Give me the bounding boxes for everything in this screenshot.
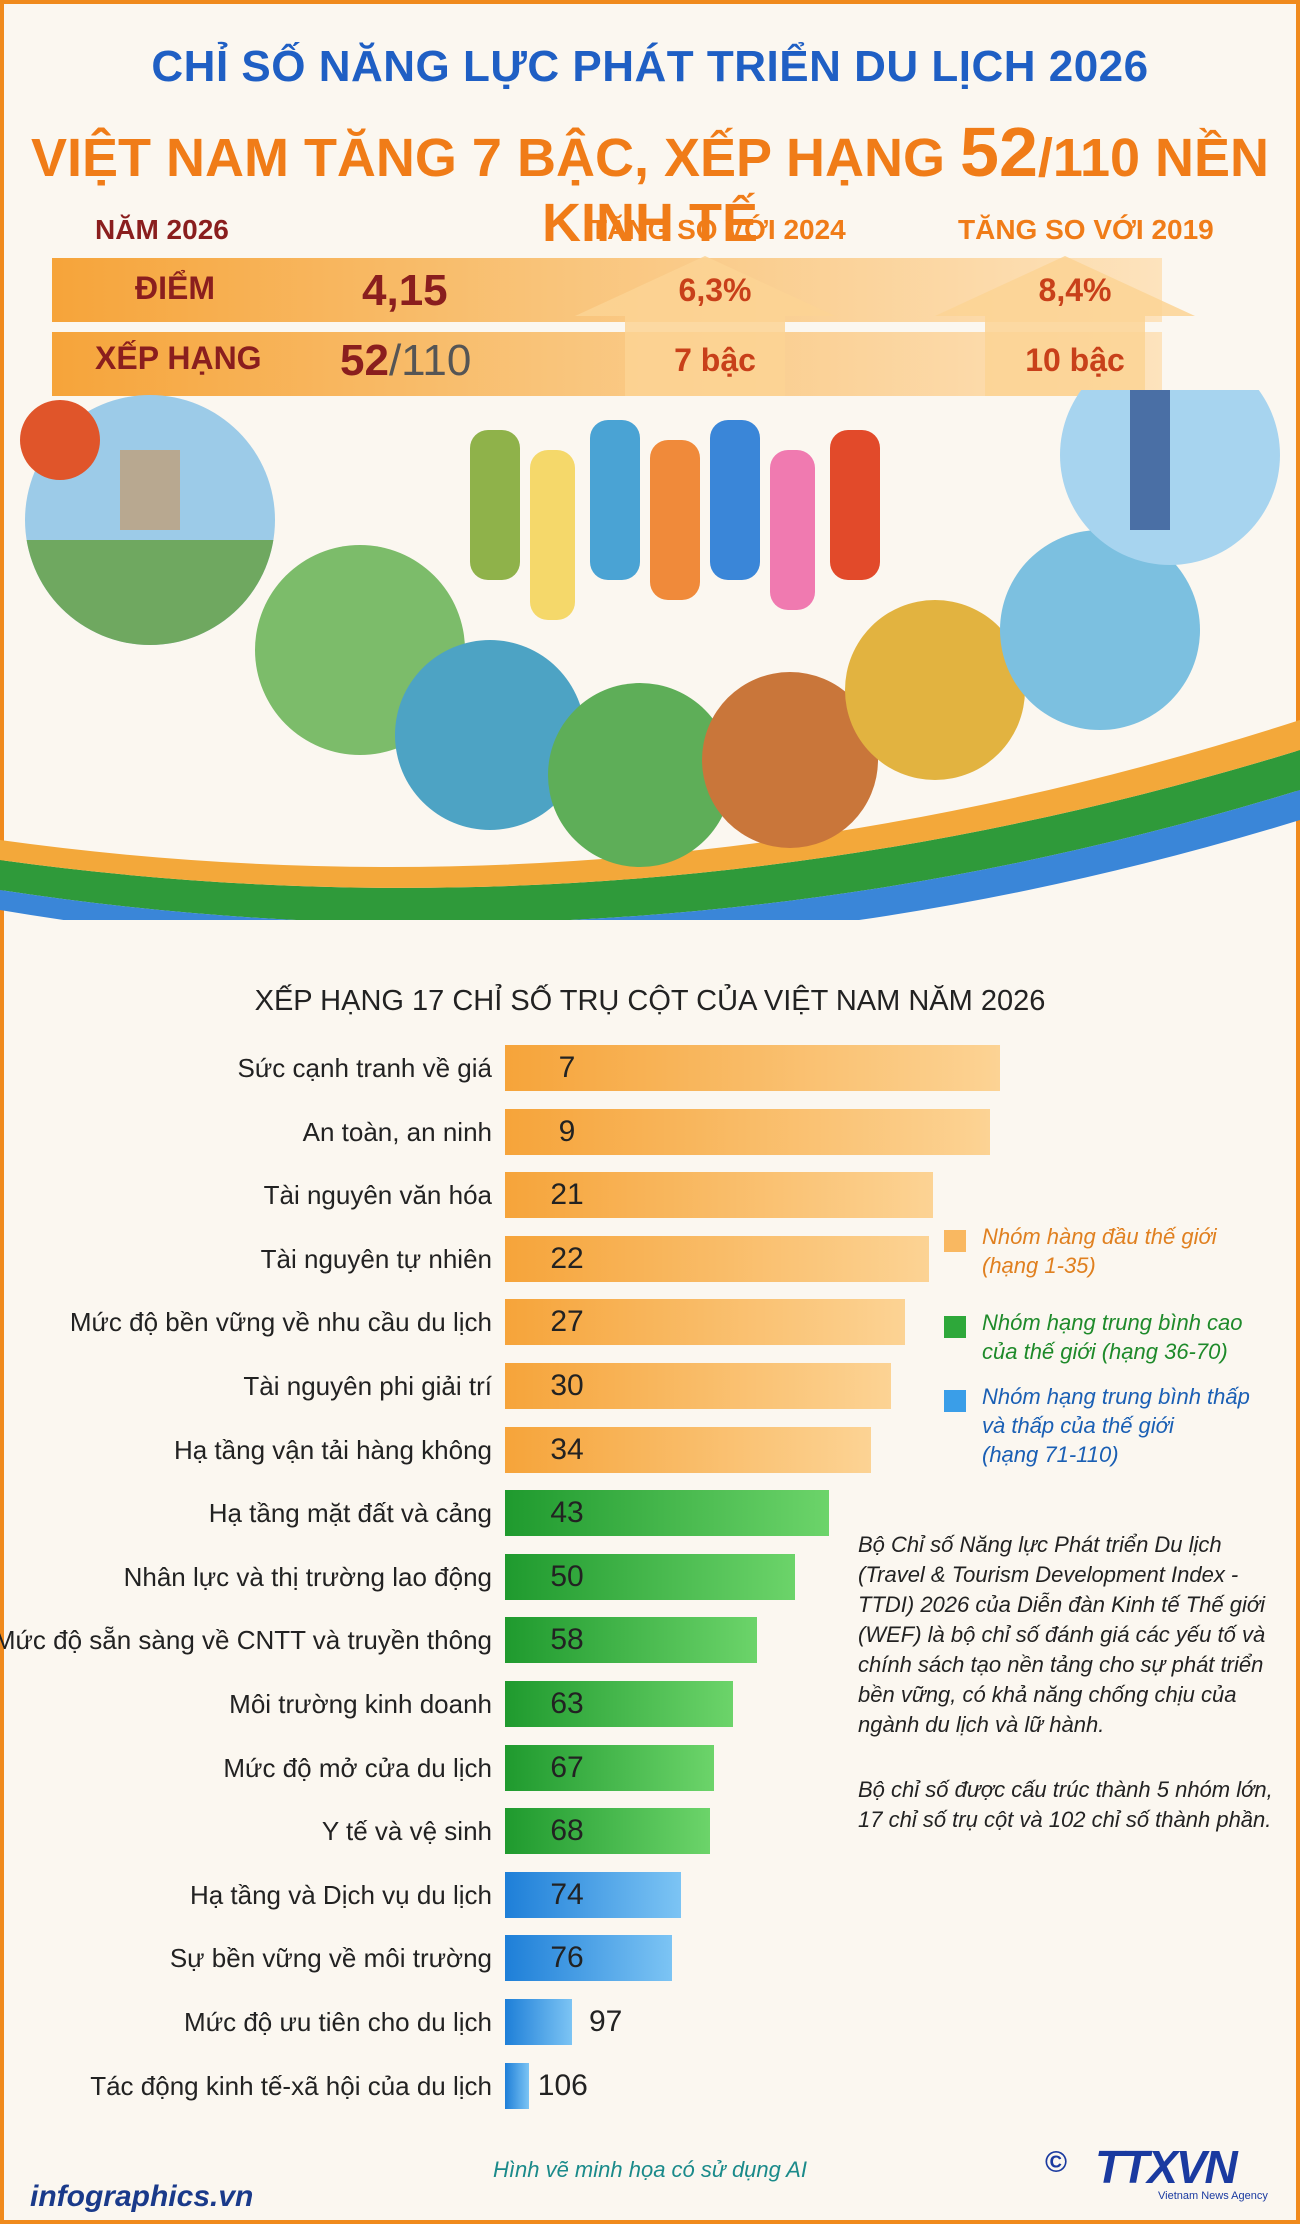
tdi-description: Bộ Chỉ số Năng lực Phát triển Du lịch (T…: [858, 1532, 1266, 1737]
pillar-value-label: 76: [550, 1941, 584, 1975]
pillar-value-label: 27: [550, 1305, 584, 1339]
legend-top-group: Nhóm hàng đầu thế giới (hạng 1-35): [982, 1224, 1217, 1278]
rank-label: XẾP HẠNG: [95, 340, 262, 376]
pillar-bar: [505, 1490, 829, 1537]
pillar-bar: [505, 1299, 905, 1346]
copyright-icon: ©: [1045, 2146, 1068, 2179]
year-header: NĂM 2026: [95, 214, 229, 245]
pillar-bar: [505, 1108, 991, 1155]
pillar-value-label: 97: [588, 2005, 623, 2038]
pillar-value-label: 63: [550, 1687, 584, 1720]
pillar-label: An toàn, an ninh: [302, 1116, 492, 1147]
page-title: CHỈ SỐ NĂNG LỰC PHÁT TRIỂN DU LỊCH 2026: [151, 42, 1149, 91]
arrow-2024: [575, 256, 835, 396]
rank-band: [52, 332, 1162, 396]
pillar-value-label: 34: [550, 1432, 584, 1466]
pillar-label: Tác động kinh tế-xã hội của du lịch: [90, 2070, 492, 2101]
pillar-bar: [505, 1235, 929, 1282]
pillar-value-label: 30: [550, 1369, 584, 1402]
page-subtitle: VIỆT NAM TĂNG 7 BẬC, XẾP HẠNG 52/110 NỀN…: [30, 113, 1270, 253]
legend-low-group: Nhóm hạng trung bình thấp và thấp của thế…: [982, 1384, 1250, 1467]
hue-vignette: [702, 672, 878, 848]
pillar-value-label: 67: [550, 1750, 584, 1784]
pillar-value-label: 7: [558, 1051, 576, 1084]
hoian-vignette: [845, 600, 1025, 780]
legend-swatch-top: [944, 1230, 966, 1252]
pillar-bar: [505, 1617, 758, 1664]
pillar-bar: [505, 1426, 872, 1473]
pillar-label: Y tế và vệ sinh: [321, 1816, 492, 1847]
tdi-structure: Bộ chỉ số được cấu trúc thành 5 nhóm lớn…: [858, 1777, 1273, 1832]
pillar-label: Mức độ bền vững về nhu cầu du lịch: [69, 1307, 492, 1338]
rank-change-2019: 10 bậc: [1025, 342, 1125, 378]
pillar-label: Tài nguyên phi giải trí: [243, 1371, 492, 1401]
score-change-2024: 6,3%: [678, 272, 752, 308]
pillar-value-label: 74: [550, 1877, 584, 1911]
pillar-bar: [505, 1999, 572, 2045]
vs-2024-header: TĂNG SO VỚI 2024: [590, 214, 846, 245]
tourists-group: [470, 420, 880, 620]
pillar-value-label: 43: [550, 1496, 584, 1530]
score-change-2019: 8,4%: [1038, 272, 1112, 308]
pillar-bar: [505, 1871, 682, 1918]
legend-mid-group: Nhóm hạng trung bình cao của thế giới (hạ…: [982, 1310, 1243, 1364]
danang-vignette: [1000, 530, 1200, 730]
pillar-label: Mức độ mở cửa du lịch: [223, 1752, 492, 1783]
pillar-bar: [505, 1172, 934, 1219]
rank-value: 52/110: [340, 336, 472, 385]
pillar-bar: [505, 1935, 672, 1982]
chart-title: XẾP HẠNG 17 CHỈ SỐ TRỤ CỘT CỦA VIỆT NAM …: [254, 985, 1046, 1017]
pillar-value-label: 68: [550, 1814, 584, 1848]
site-link[interactable]: infographics.vn: [30, 2180, 254, 2213]
pillar-value-label: 21: [550, 1178, 584, 1212]
pillar-label: Tài nguyên tự nhiên: [260, 1243, 492, 1274]
agency-name: Vietnam News Agency: [1158, 2190, 1268, 2202]
pillar-label: Hạ tầng mặt đất và cảng: [208, 1498, 492, 1529]
pillar-label: Môi trường kinh doanh: [229, 1689, 492, 1719]
legend-swatch-low: [944, 1390, 966, 1412]
pillar-value-label: 50: [550, 1559, 584, 1593]
arrow-2019: [935, 256, 1195, 396]
pillar-value-label: 22: [550, 1241, 584, 1275]
pillar-label: Tài nguyên văn hóa: [263, 1180, 492, 1211]
pillar-bar: [505, 2062, 529, 2109]
pillar-bar: [505, 1808, 710, 1855]
ttxvn-logo: TTXVN: [1095, 2141, 1238, 2193]
pillar-label: Hạ tầng vận tải hàng không: [173, 1434, 492, 1465]
pillar-label: Mức độ ưu tiên cho du lịch: [184, 2007, 492, 2037]
ai-disclaimer: Hình vẽ minh họa có sử dụng AI: [493, 2157, 807, 2182]
travel-illustration: [0, 390, 1300, 920]
pillar-bar: [505, 1681, 734, 1727]
score-value: 4,15: [362, 266, 448, 315]
rank-change-2024: 7 bậc: [674, 342, 756, 378]
halong-vignette: [395, 640, 585, 830]
pillar-bar: [505, 1744, 715, 1791]
pillar-value-label: 106: [537, 2068, 588, 2102]
pillar-bar: [505, 1363, 891, 1409]
legend-swatch-mid: [944, 1316, 966, 1338]
pillar-bar: [505, 1553, 796, 1600]
pillar-bar: [505, 1045, 1000, 1091]
pillar-label: Nhân lực và thị trường lao động: [123, 1561, 492, 1592]
vs-2019-header: TĂNG SO VỚI 2019: [958, 214, 1214, 245]
pillar-value-label: 9: [558, 1114, 576, 1148]
pillar-label: Sự bền vững về môi trường: [169, 1943, 492, 1974]
pillar-value-label: 58: [550, 1623, 584, 1657]
goldenbridge-vignette: [548, 683, 732, 867]
pillar-label: Sức cạnh tranh về giá: [237, 1053, 492, 1083]
score-label: ĐIỂM: [135, 270, 215, 306]
pillar-label: Mức độ sẵn sàng về CNTT và truyền thông: [0, 1625, 492, 1656]
pillar-label: Hạ tầng và Dịch vụ du lịch: [189, 1879, 492, 1910]
